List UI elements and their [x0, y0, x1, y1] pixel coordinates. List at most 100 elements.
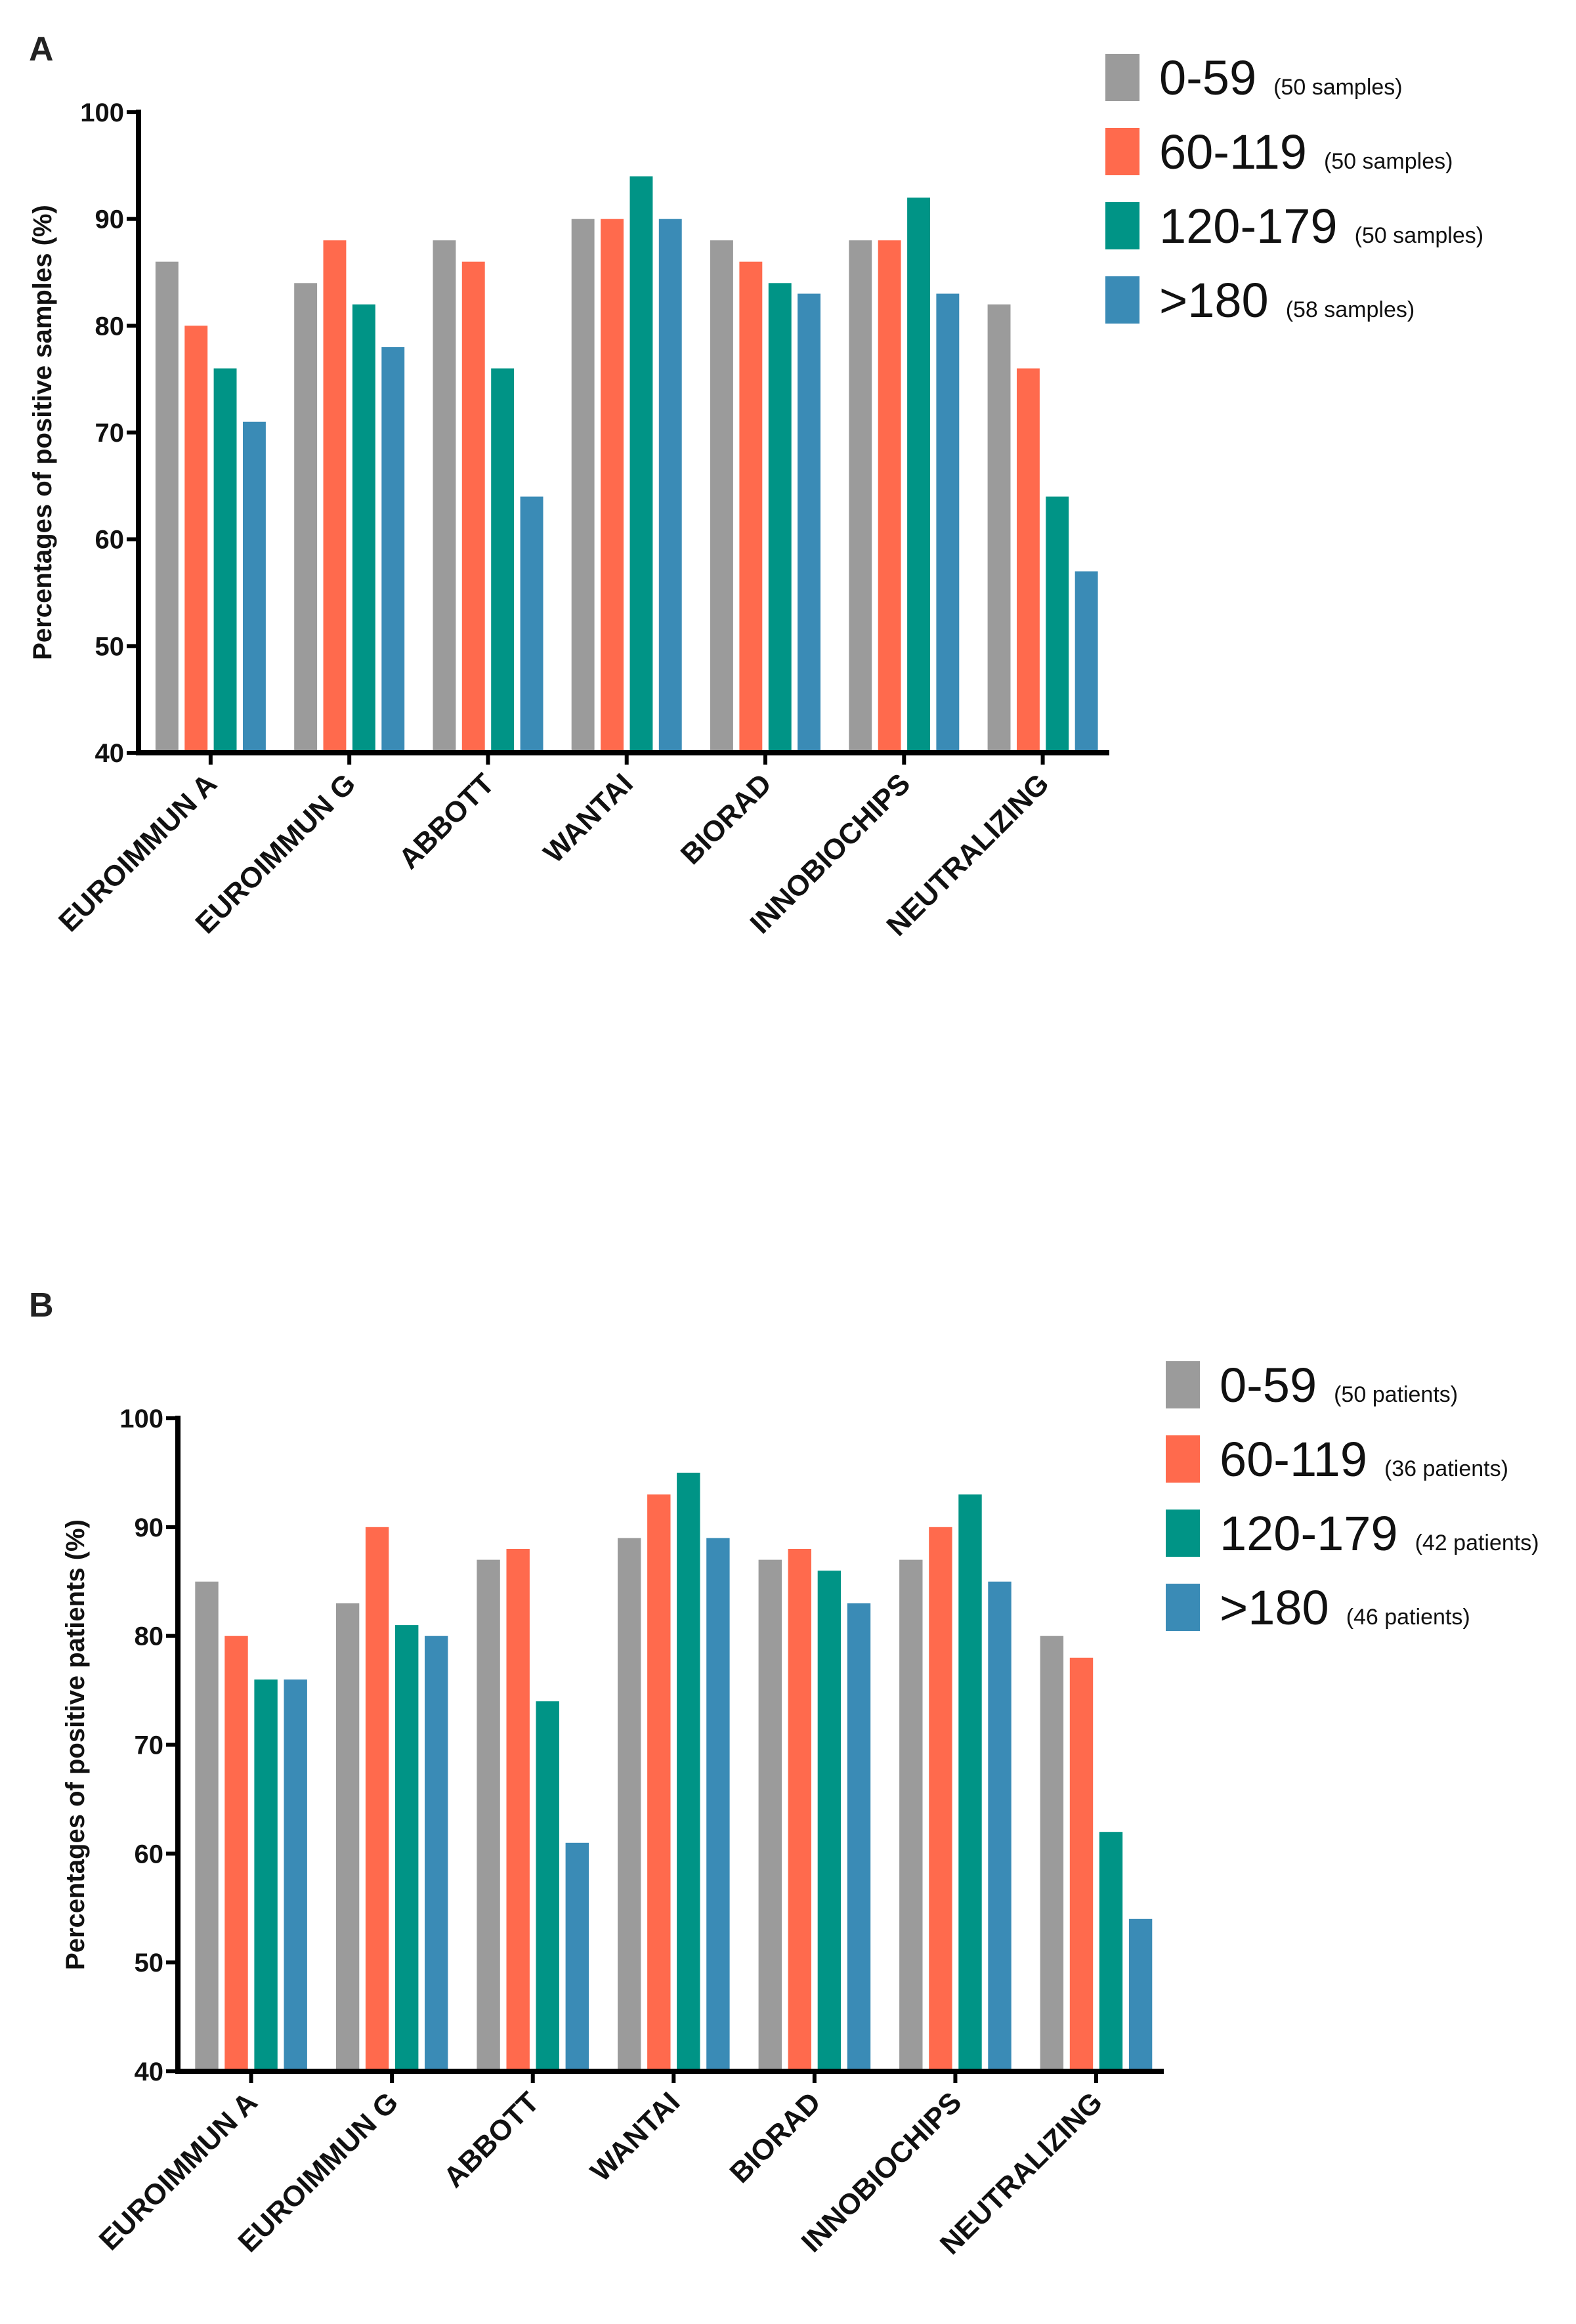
bar-euroimmun-a-over-180 — [243, 421, 266, 753]
y-tick-label-b-90: 90 — [135, 1513, 164, 1542]
legend-label-b-over-180: >180 (46 patients) — [1220, 1580, 1470, 1635]
bar-biorad-0-59 — [758, 1559, 782, 2071]
legend-series-note-b-over-180: (46 patients) — [1346, 1605, 1470, 1630]
bar-abbott-60-119 — [461, 261, 485, 753]
y-tick-label-a-90: 90 — [95, 205, 125, 234]
y-tick-label-b-70: 70 — [135, 1731, 164, 1760]
legend-swatch-b-60-119 — [1166, 1435, 1200, 1483]
bar-euroimmun-a-0-59 — [155, 261, 179, 753]
bar-biorad-120-179 — [817, 1571, 841, 2071]
y-axis-title-a: Percentages of positive samples (%) — [28, 205, 57, 660]
bar-euroimmun-g-0-59 — [335, 1603, 360, 2071]
bar-euroimmun-g-0-59 — [294, 283, 318, 753]
y-tick-label-b-80: 80 — [135, 1622, 164, 1651]
bar-euroimmun-g-120-179 — [395, 1625, 419, 2071]
bar-innobiochips-60-119 — [878, 240, 901, 753]
y-tick-label-a-100: 100 — [80, 98, 124, 127]
bar-euroimmun-a-60-119 — [224, 1636, 248, 2071]
legend-b: 0-59 (50 patients) 60-119 (36 patients) 120-… — [1166, 1358, 1539, 1635]
bars-b — [195, 1472, 1153, 2072]
legend-series-name-a-over-180: >180 — [1159, 273, 1269, 327]
legend-swatch-a-over-180 — [1105, 276, 1139, 324]
bar-biorad-0-59 — [710, 240, 733, 753]
bar-neutralizing-120-179 — [1046, 496, 1069, 753]
bar-biorad-60-119 — [788, 1549, 811, 2071]
legend-swatch-a-60-119 — [1105, 128, 1139, 175]
bar-neutralizing-60-119 — [1017, 368, 1040, 753]
bar-abbott-over-180 — [565, 1842, 589, 2072]
bar-biorad-over-180 — [847, 1603, 871, 2071]
legend-series-name-b-60-119: 60-119 — [1220, 1432, 1367, 1487]
legend-series-note-b-0-59: (50 patients) — [1334, 1382, 1458, 1407]
legend-label-b-0-59: 0-59 (50 patients) — [1220, 1358, 1458, 1412]
bar-abbott-0-59 — [477, 1559, 500, 2071]
bar-neutralizing-over-180 — [1128, 1918, 1153, 2071]
legend-swatch-b-over-180 — [1166, 1584, 1200, 1631]
bar-euroimmun-a-over-180 — [284, 1680, 307, 2071]
legend-label-b-120-179: 120-179 (42 patients) — [1220, 1506, 1539, 1561]
legend-swatch-a-0-59 — [1105, 54, 1139, 101]
bar-euroimmun-g-60-119 — [323, 240, 347, 753]
y-axis-title-b: Percentages of positive patients (%) — [61, 1519, 90, 1970]
y-tick-label-b-100: 100 — [119, 1405, 163, 1433]
legend-series-note-b-120-179: (42 patients) — [1415, 1531, 1539, 1555]
bar-wantai-0-59 — [571, 219, 595, 753]
y-tick-label-b-40: 40 — [135, 2058, 164, 2086]
legend-label-a-0-59: 0-59 (50 samples) — [1159, 51, 1403, 105]
bar-neutralizing-60-119 — [1069, 1657, 1094, 2071]
legend-swatch-b-120-179 — [1166, 1510, 1200, 1557]
y-tick-label-a-40: 40 — [95, 739, 125, 768]
bar-innobiochips-120-179 — [958, 1494, 982, 2071]
legend-series-name-b-0-59: 0-59 — [1220, 1358, 1317, 1412]
panel-letter-a: A — [29, 30, 54, 68]
legend-label-b-60-119: 60-119 (36 patients) — [1220, 1432, 1508, 1487]
y-tick-label-a-50: 50 — [95, 632, 125, 661]
legend-series-name-a-120-179: 120-179 — [1159, 199, 1338, 253]
bar-euroimmun-a-60-119 — [184, 326, 208, 753]
legend-series-note-b-60-119: (36 patients) — [1384, 1456, 1508, 1481]
bar-wantai-60-119 — [647, 1494, 671, 2071]
bar-biorad-120-179 — [768, 283, 792, 753]
bar-innobiochips-0-59 — [849, 240, 872, 753]
bar-wantai-0-59 — [618, 1538, 641, 2071]
bar-euroimmun-a-0-59 — [195, 1581, 219, 2072]
bar-abbott-0-59 — [433, 240, 456, 753]
bar-abbott-120-179 — [536, 1701, 559, 2071]
bar-euroimmun-a-120-179 — [213, 368, 237, 753]
bar-neutralizing-0-59 — [1040, 1636, 1064, 2071]
legend-series-note-a-over-180: (58 samples) — [1286, 297, 1415, 322]
bar-euroimmun-a-120-179 — [254, 1680, 278, 2071]
legend-label-a-120-179: 120-179 (50 samples) — [1159, 199, 1483, 253]
legend-series-note-a-60-119: (50 samples) — [1324, 149, 1453, 174]
y-tick-label-b-60: 60 — [135, 1840, 164, 1869]
legend-series-name-a-0-59: 0-59 — [1159, 51, 1256, 105]
bar-innobiochips-60-119 — [929, 1527, 952, 2071]
legend-series-note-a-120-179: (50 samples) — [1355, 223, 1484, 248]
bar-euroimmun-g-over-180 — [425, 1636, 448, 2071]
bar-innobiochips-0-59 — [899, 1559, 923, 2071]
bar-wantai-over-180 — [658, 219, 682, 753]
panel-letter-b: B — [29, 1286, 54, 1324]
bars-a — [155, 176, 1098, 753]
bar-abbott-over-180 — [520, 496, 543, 753]
bar-neutralizing-120-179 — [1099, 1832, 1123, 2071]
legend-series-name-b-over-180: >180 — [1220, 1580, 1329, 1635]
bar-euroimmun-g-120-179 — [352, 304, 375, 753]
y-tick-label-b-50: 50 — [135, 1949, 164, 1977]
legend-series-name-b-120-179: 120-179 — [1220, 1506, 1398, 1561]
legend-label-a-60-119: 60-119 (50 samples) — [1159, 125, 1453, 179]
legend-series-name-a-60-119: 60-119 — [1159, 125, 1307, 179]
bar-wantai-60-119 — [601, 219, 624, 753]
bar-biorad-over-180 — [798, 293, 820, 753]
bar-wantai-120-179 — [677, 1472, 700, 2071]
legend-series-note-a-0-59: (50 samples) — [1273, 75, 1403, 100]
bar-abbott-120-179 — [491, 368, 515, 753]
bar-neutralizing-0-59 — [987, 304, 1011, 753]
bar-wantai-over-180 — [706, 1538, 730, 2071]
y-tick-label-a-80: 80 — [95, 312, 125, 341]
legend-a: 0-59 (50 samples)60-119 (50 samples)120-17… — [1105, 51, 1483, 327]
legend-label-a-over-180: >180 (58 samples) — [1159, 273, 1415, 327]
bar-wantai-120-179 — [629, 176, 653, 753]
